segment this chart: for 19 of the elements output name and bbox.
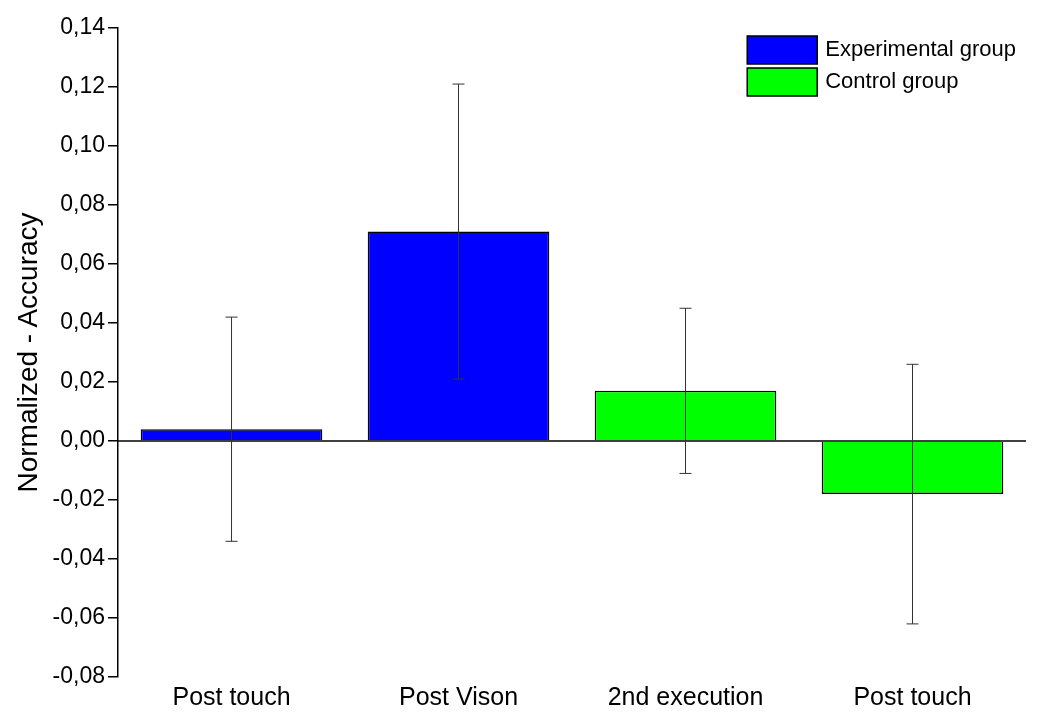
y-tick-label: 0,08 [60,190,106,217]
y-tick-label: 0,12 [60,72,106,99]
y-tick-label: 0,06 [60,249,106,276]
y-tick-label: -0,08 [52,662,106,689]
y-tick-label: 0,14 [60,13,106,40]
legend-label: Experimental group [825,36,1017,62]
y-axis-title: Normalized - Accuracy [11,212,43,493]
y-tick-label: 0,04 [60,308,106,335]
y-tick-label: 0,02 [60,367,106,394]
y-tick-label: -0,06 [52,603,106,630]
legend-label: Control group [825,68,959,94]
y-tick-label: 0,10 [60,131,106,158]
x-tick-label: Post touch [853,681,972,710]
x-tick-label: Post Vison [398,681,519,710]
x-tick-label: 2nd execution [607,681,764,710]
y-tick-label: 0,00 [60,426,106,453]
x-tick-label: Post touch [172,681,291,710]
y-tick-label: -0,04 [52,544,106,571]
y-tick-label: -0,02 [52,485,106,512]
